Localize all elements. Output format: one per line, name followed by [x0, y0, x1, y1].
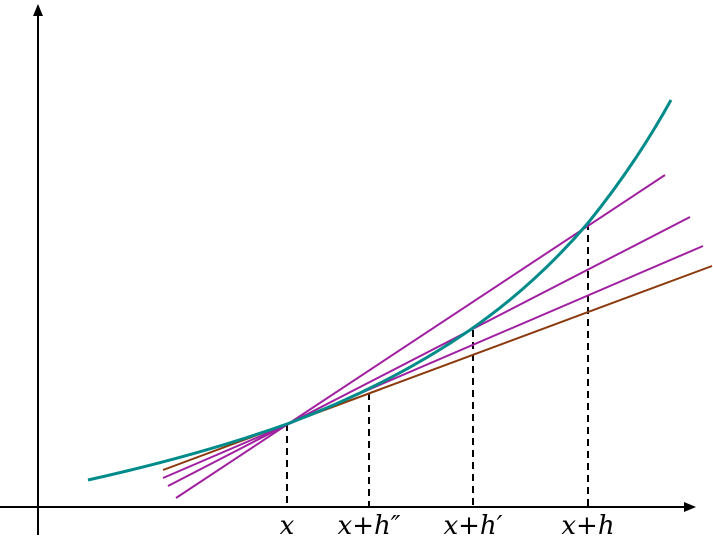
label-x-h2: x+h″ — [338, 511, 401, 539]
secant-h — [175, 174, 666, 499]
label-x-h1: x+h′ — [443, 511, 502, 539]
secant-h2 — [162, 245, 704, 479]
curve — [87, 99, 673, 482]
secant-h1 — [167, 216, 691, 487]
secants — [162, 174, 704, 499]
guides — [286, 223, 589, 507]
label-x-h: x+h — [561, 511, 614, 539]
label-x: x — [280, 511, 295, 539]
